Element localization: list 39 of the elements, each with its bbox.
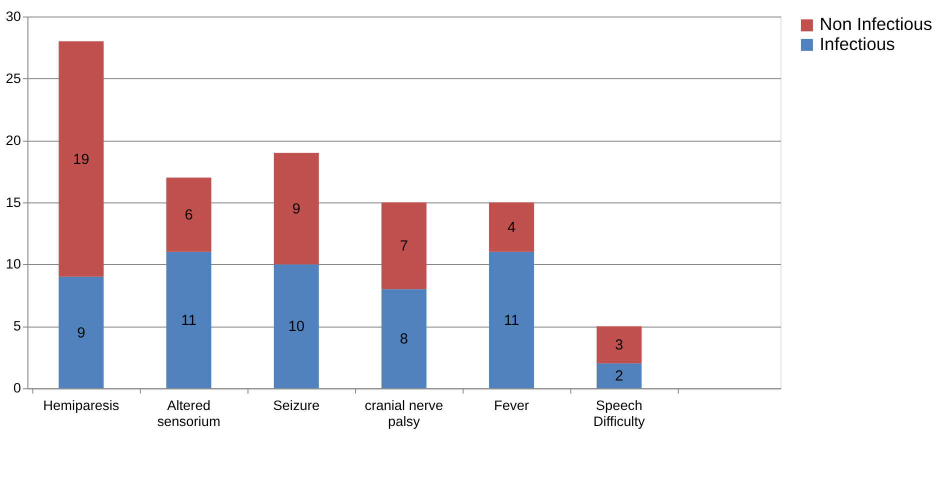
y-tick-label: 25 xyxy=(6,70,22,86)
data-label: 4 xyxy=(507,220,516,236)
data-label: 19 xyxy=(73,152,90,168)
data-label: 11 xyxy=(504,312,520,329)
data-label: 9 xyxy=(77,325,86,342)
legend-label: Infectious xyxy=(820,34,896,54)
bar xyxy=(166,178,212,252)
data-label: 2 xyxy=(615,368,624,385)
y-tick-label: 15 xyxy=(6,194,22,210)
data-label: 10 xyxy=(288,319,305,336)
x-tick-label: Altered sensorium xyxy=(157,398,220,429)
y-tick-label: 20 xyxy=(6,132,22,148)
x-tick-label: Fever xyxy=(494,398,530,414)
bar xyxy=(596,363,642,388)
bar xyxy=(381,202,426,290)
y-tick-label: 5 xyxy=(13,318,22,334)
bar xyxy=(596,326,642,364)
x-tick-label: Hemiparesis xyxy=(43,398,120,414)
bar xyxy=(489,202,534,252)
x-tick-label: Seizure xyxy=(273,398,320,414)
x-tick-label: Speech Difficulty xyxy=(593,398,646,429)
bar xyxy=(381,289,426,388)
bar xyxy=(58,41,104,277)
bar xyxy=(166,252,212,388)
data-label: 11 xyxy=(181,312,196,329)
x-tick-label: cranial nerve palsy xyxy=(364,398,444,429)
data-label: 7 xyxy=(400,238,408,255)
data-label: 6 xyxy=(184,208,193,224)
y-tick-label: 30 xyxy=(6,8,22,24)
bar xyxy=(489,252,534,388)
y-tick-label: 10 xyxy=(6,256,22,272)
y-tick-label: 0 xyxy=(13,380,22,396)
data-label: 3 xyxy=(615,338,624,354)
data-label: 8 xyxy=(400,332,408,348)
data-label: 9 xyxy=(292,201,300,218)
bar xyxy=(58,276,104,388)
bar xyxy=(274,264,319,388)
legend-label: Non Infectious xyxy=(820,14,932,34)
bar xyxy=(274,152,319,264)
